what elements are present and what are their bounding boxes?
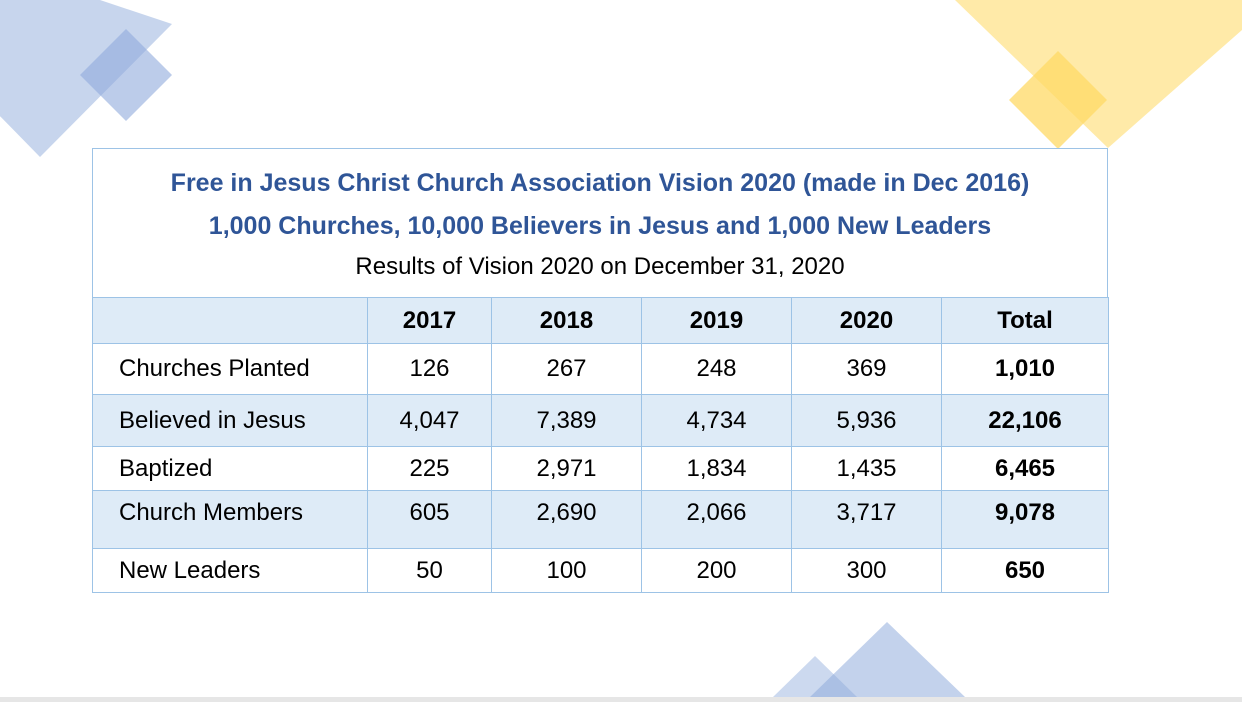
cell-value: 369 <box>791 343 942 395</box>
cell-total: 22,106 <box>941 394 1109 447</box>
cell-value: 248 <box>641 343 792 395</box>
deco-diamond-yellow-small <box>1009 51 1107 149</box>
row-label: Churches Planted <box>92 343 368 395</box>
cell-value: 605 <box>367 490 492 549</box>
cell-value: 267 <box>491 343 642 395</box>
cell-value: 1,435 <box>791 446 942 491</box>
deco-diamond-blue-bottom-small <box>773 656 857 697</box>
cell-value: 3,717 <box>791 490 942 549</box>
deco-diamond-yellow-large <box>955 0 1242 148</box>
deco-diamond-blue-bottom-large <box>810 622 965 697</box>
cell-total: 9,078 <box>941 490 1109 549</box>
cell-value: 7,389 <box>491 394 642 447</box>
cell-total: 1,010 <box>941 343 1109 395</box>
title-line-2: 1,000 Churches, 10,000 Believers in Jesu… <box>208 212 992 240</box>
cell-value: 100 <box>491 548 642 593</box>
cell-value: 50 <box>367 548 492 593</box>
header-cell-2019: 2019 <box>641 297 792 344</box>
header-cell-2018: 2018 <box>491 297 642 344</box>
cell-value: 5,936 <box>791 394 942 447</box>
deco-diamond-blue-small <box>80 29 172 121</box>
cell-value: 2,971 <box>491 446 642 491</box>
cell-value: 200 <box>641 548 792 593</box>
row-label: Baptized <box>92 446 368 491</box>
header-cell-2020: 2020 <box>791 297 942 344</box>
table-row: Baptized 225 2,971 1,834 1,435 6,465 <box>92 446 1109 491</box>
cell-total: 650 <box>941 548 1109 593</box>
results-table: 2017 2018 2019 2020 Total Churches Plant… <box>92 297 1109 593</box>
subtitle: Results of Vision 2020 on December 31, 2… <box>355 253 845 280</box>
table-row: New Leaders 50 100 200 300 650 <box>92 548 1109 593</box>
table-row: Church Members 605 2,690 2,066 3,717 9,0… <box>92 490 1109 549</box>
header-cell-2017: 2017 <box>367 297 492 344</box>
table-row: Churches Planted 126 267 248 369 1,010 <box>92 343 1109 395</box>
cell-value: 2,066 <box>641 490 792 549</box>
row-label: New Leaders <box>92 548 368 593</box>
header-cell-empty <box>92 297 368 344</box>
header-row: 2017 2018 2019 2020 Total <box>92 297 1109 344</box>
table-row: Believed in Jesus 4,047 7,389 4,734 5,93… <box>92 394 1109 447</box>
header-cell-total: Total <box>941 297 1109 344</box>
cell-value: 4,047 <box>367 394 492 447</box>
title-line-1: Free in Jesus Christ Church Association … <box>170 169 1030 197</box>
cell-value: 1,834 <box>641 446 792 491</box>
cell-value: 225 <box>367 446 492 491</box>
cell-total: 6,465 <box>941 446 1109 491</box>
cell-value: 300 <box>791 548 942 593</box>
row-label: Believed in Jesus <box>92 394 368 447</box>
cell-value: 4,734 <box>641 394 792 447</box>
cell-value: 126 <box>367 343 492 395</box>
row-label: Church Members <box>92 490 368 549</box>
bottom-strip <box>0 697 1242 702</box>
cell-value: 2,690 <box>491 490 642 549</box>
title-box: Free in Jesus Christ Church Association … <box>92 148 1108 298</box>
